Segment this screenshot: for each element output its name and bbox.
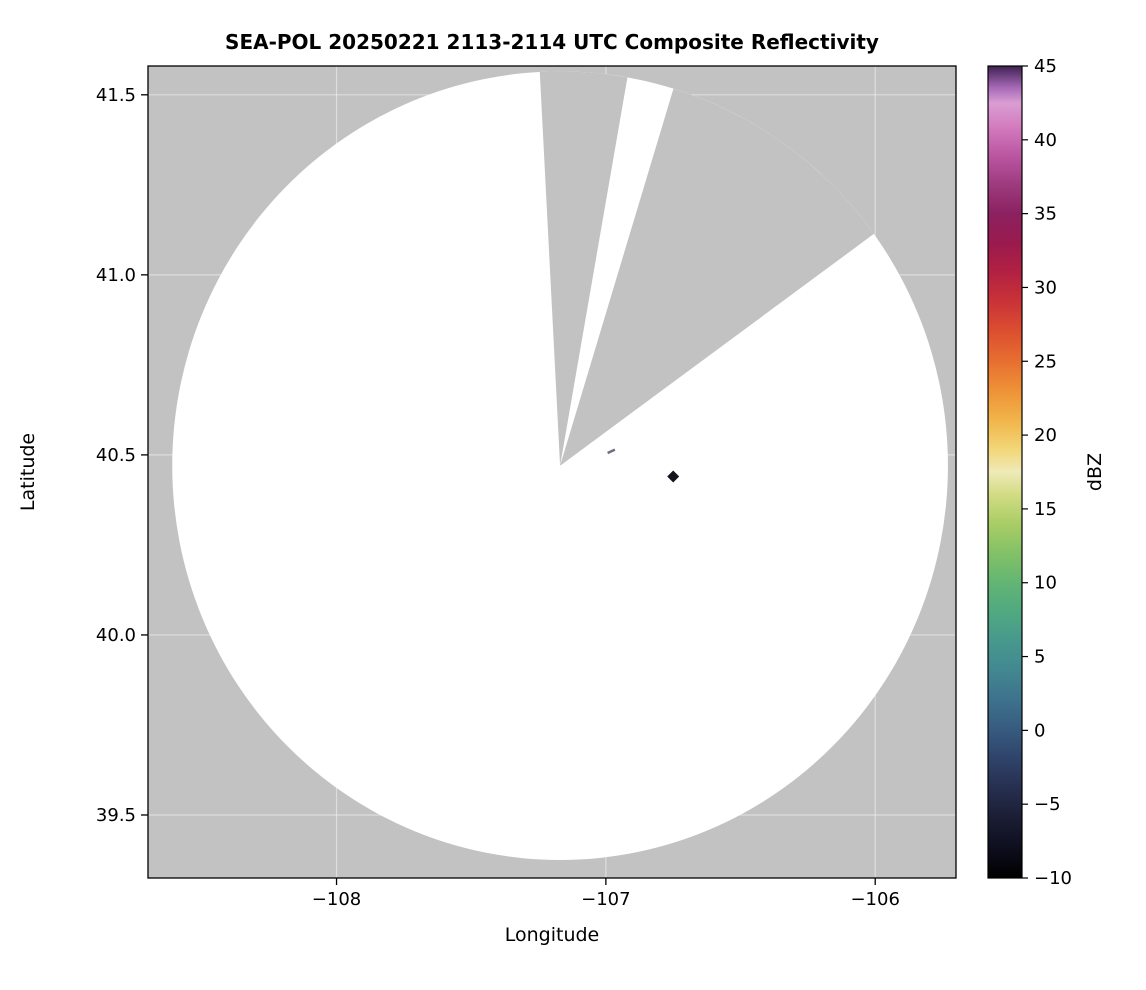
plot-area: [148, 66, 956, 878]
x-tick-label: −106: [850, 889, 899, 910]
blocked-sector: [560, 88, 874, 466]
y-tick-label: 41.5: [96, 85, 136, 106]
colorbar-tick-label: 10: [1034, 573, 1057, 594]
axes: −108 −107 −106 39.5 40.0 40.5 41.0 41.5: [96, 65, 957, 910]
colorbar-tick-label: 40: [1034, 130, 1057, 151]
colorbar-tick-label: 20: [1034, 425, 1057, 446]
y-tick-label: 39.5: [96, 805, 136, 826]
plot-frame: [147, 65, 957, 879]
colorbar-gradient: [987, 65, 1023, 879]
colorbar-tick-label: 35: [1034, 204, 1057, 225]
colorbar-tick-label: 15: [1034, 499, 1057, 520]
blocked-sector: [539, 71, 628, 466]
y-tick-label: 40.0: [96, 625, 136, 646]
colorbar-tick-label: −10: [1034, 868, 1072, 889]
reflectivity-point: [607, 448, 616, 455]
colorbar: −10 −5 0 5 10 15 20 25 30 35 40 45: [987, 56, 1072, 889]
colorbar-tick-label: 25: [1034, 351, 1057, 372]
chart-title: SEA-POL 20250221 2113-2114 UTC Composite…: [225, 30, 879, 54]
y-axis-label: Latitude: [17, 433, 39, 511]
y-tick-label: 41.0: [96, 265, 136, 286]
x-tick-label: −108: [312, 889, 361, 910]
x-tick-label: −107: [581, 889, 630, 910]
colorbar-tick-label: 5: [1034, 647, 1045, 668]
y-tick-label: 40.5: [96, 445, 136, 466]
colorbar-tick-label: 0: [1034, 720, 1045, 741]
colorbar-label: dBZ: [1084, 453, 1106, 491]
reflectivity-point: [667, 470, 680, 483]
x-axis-label: Longitude: [505, 924, 600, 946]
colorbar-tick-label: 45: [1034, 56, 1057, 77]
colorbar-tick-label: −5: [1034, 794, 1061, 815]
colorbar-tick-label: 30: [1034, 277, 1057, 298]
